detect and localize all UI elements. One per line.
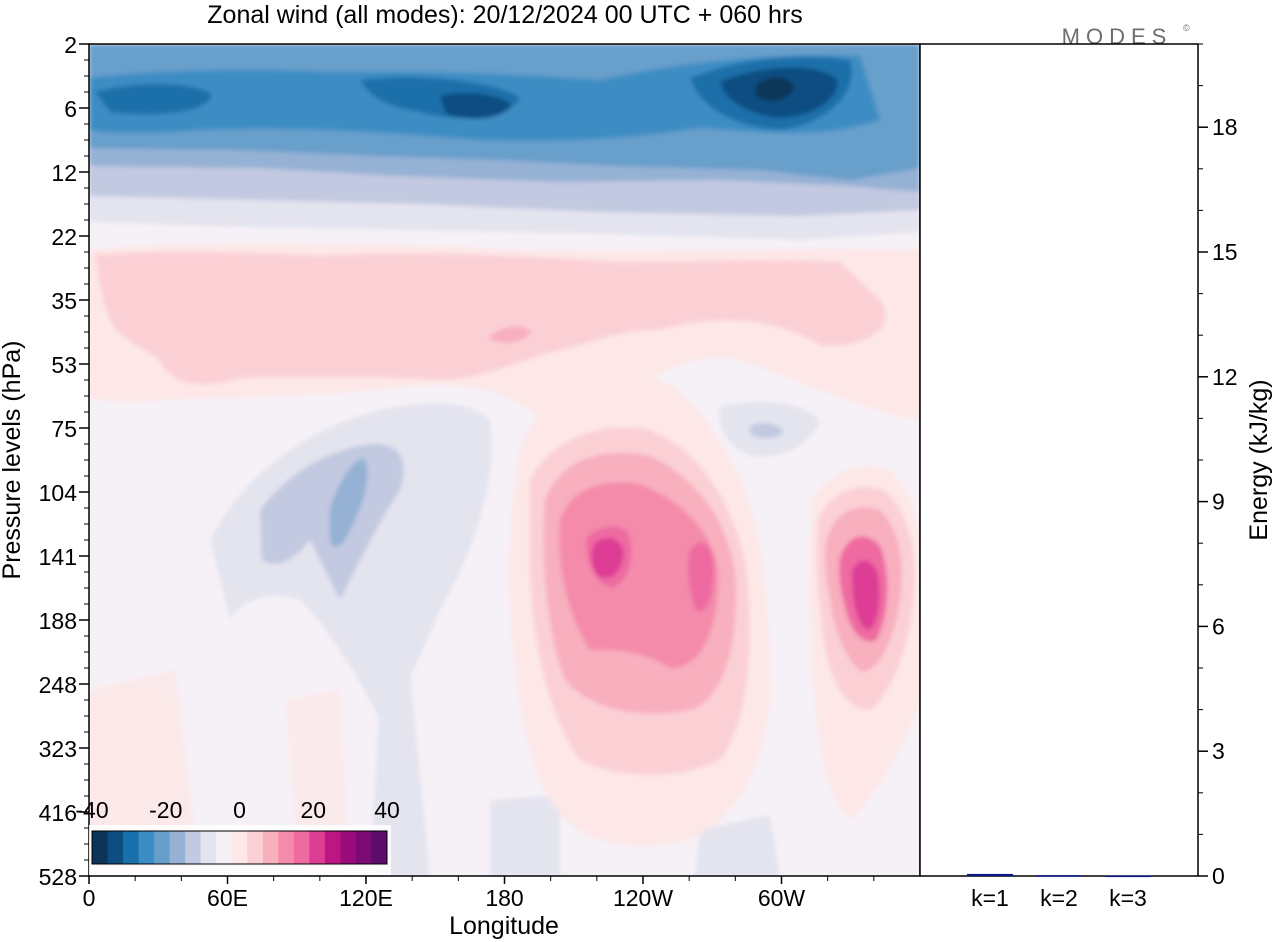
pressure-tick-label: 248 xyxy=(39,672,77,698)
pressure-tick-label: 2 xyxy=(64,32,77,58)
colorbar-swatch xyxy=(371,831,388,864)
energy-tick-label: 3 xyxy=(1212,738,1225,764)
colorbar xyxy=(92,831,388,864)
energy-bar xyxy=(1036,875,1082,877)
colorbar-swatch xyxy=(154,831,171,864)
energy-bar-label: k=2 xyxy=(1040,885,1078,911)
energy-bar xyxy=(1105,875,1151,878)
y-axis-title: Pressure levels (hPa) xyxy=(0,341,26,580)
pressure-tick-label: 416 xyxy=(39,800,77,826)
pressure-tick-label: 141 xyxy=(39,544,77,570)
colorbar-swatch xyxy=(309,831,326,864)
pressure-tick-label: 22 xyxy=(51,224,77,250)
colorbar-swatch xyxy=(262,831,279,864)
colorbar-tick-label: -20 xyxy=(149,797,182,823)
colorbar-swatch xyxy=(293,831,310,864)
energy-axis: 0 3 6 9 12 15 18 xyxy=(1198,43,1238,889)
contour-low-lat-westerly xyxy=(89,670,200,876)
energy-tick-label: 9 xyxy=(1212,489,1225,515)
contour-west-band-2 xyxy=(95,252,886,385)
colorbar-swatch xyxy=(107,831,124,864)
colorbar-swatch xyxy=(200,831,217,864)
colorbar-swatch xyxy=(278,831,295,864)
colorbar-swatch xyxy=(92,831,109,864)
colorbar-tick-label: 40 xyxy=(374,797,400,823)
pressure-tick-label: 75 xyxy=(51,416,77,442)
pressure-tick-label: 35 xyxy=(51,288,77,314)
energy-axis-title: Energy (kJ/kg) xyxy=(1245,379,1273,540)
energy-panel-frame xyxy=(919,43,1199,877)
contour-mid-east-3 xyxy=(330,458,368,547)
energy-tick-label: 18 xyxy=(1212,114,1238,140)
pressure-tick-label: 6 xyxy=(64,96,77,122)
contour-west-band-3 xyxy=(488,326,532,343)
longitude-tick-label: 60W xyxy=(758,885,806,911)
colorbar-tick-label: 20 xyxy=(300,797,326,823)
x-axis-title: Longitude xyxy=(449,912,559,940)
contour-easterly-streak-c xyxy=(695,815,780,876)
contour-jet-b-5 xyxy=(852,560,880,630)
colorbar-swatch xyxy=(169,831,186,864)
contour-east-band-7 xyxy=(440,67,838,119)
longitude-tick-label: 60E xyxy=(207,885,248,911)
energy-tick-label: 12 xyxy=(1212,364,1238,390)
contour-east-max xyxy=(756,77,794,101)
energy-bar-label: k=3 xyxy=(1109,885,1147,911)
pressure-tick-label: 323 xyxy=(39,736,77,762)
colorbar-swatch xyxy=(324,831,341,864)
energy-tick-label: 0 xyxy=(1212,863,1225,889)
colorbar-swatch xyxy=(231,831,248,864)
colorbar-swatch xyxy=(216,831,233,864)
contour-jet-a-6 xyxy=(591,537,624,578)
longitude-tick-label: 120W xyxy=(613,885,673,911)
energy-bar xyxy=(967,873,1013,876)
colorbar-swatch xyxy=(138,831,155,864)
colorbar-tick-label: 0 xyxy=(233,797,246,823)
colorbar-tick-label: -40 xyxy=(75,797,108,823)
chart-title: Zonal wind (all modes): 20/12/2024 00 UT… xyxy=(207,1,802,29)
contour-easterly-streak-a xyxy=(370,670,430,876)
contour-easterly-streak-b xyxy=(490,795,560,876)
longitude-tick-label: 0 xyxy=(83,885,96,911)
pressure-axis: 2 6 12 22 35 53 75 104 141 188 248 323 416 528 xyxy=(39,32,89,890)
longitude-tick-label: 180 xyxy=(485,885,523,911)
wind-contour-field xyxy=(89,44,920,876)
colorbar-frame xyxy=(91,830,388,865)
pressure-tick-label: 12 xyxy=(51,160,77,186)
pressure-tick-label: 53 xyxy=(51,352,77,378)
colorbar-swatch xyxy=(355,831,372,864)
colorbar-labels: -40 -20 0 20 40 xyxy=(75,797,399,823)
longitude-axis: 0 60E 120E 180 120W 60W xyxy=(83,876,875,911)
longitude-tick-label: 120E xyxy=(339,885,393,911)
contour-mid-east-5 xyxy=(750,423,784,439)
energy-tick-label: 6 xyxy=(1212,613,1225,639)
modes-logo-mark: © xyxy=(1183,23,1190,33)
energy-tick-label: 15 xyxy=(1212,239,1238,265)
energy-bar-label: k=1 xyxy=(971,885,1009,911)
colorbar-swatch xyxy=(247,831,264,864)
pressure-tick-label: 188 xyxy=(39,608,77,634)
pressure-tick-label: 104 xyxy=(39,480,78,506)
contour-jet-a-4 xyxy=(559,482,719,669)
colorbar-swatch xyxy=(185,831,202,864)
colorbar-swatch xyxy=(340,831,357,864)
energy-bars: k=1 k=2 k=3 xyxy=(967,873,1151,911)
colorbar-swatch xyxy=(123,831,140,864)
pressure-tick-label: 528 xyxy=(39,864,77,890)
